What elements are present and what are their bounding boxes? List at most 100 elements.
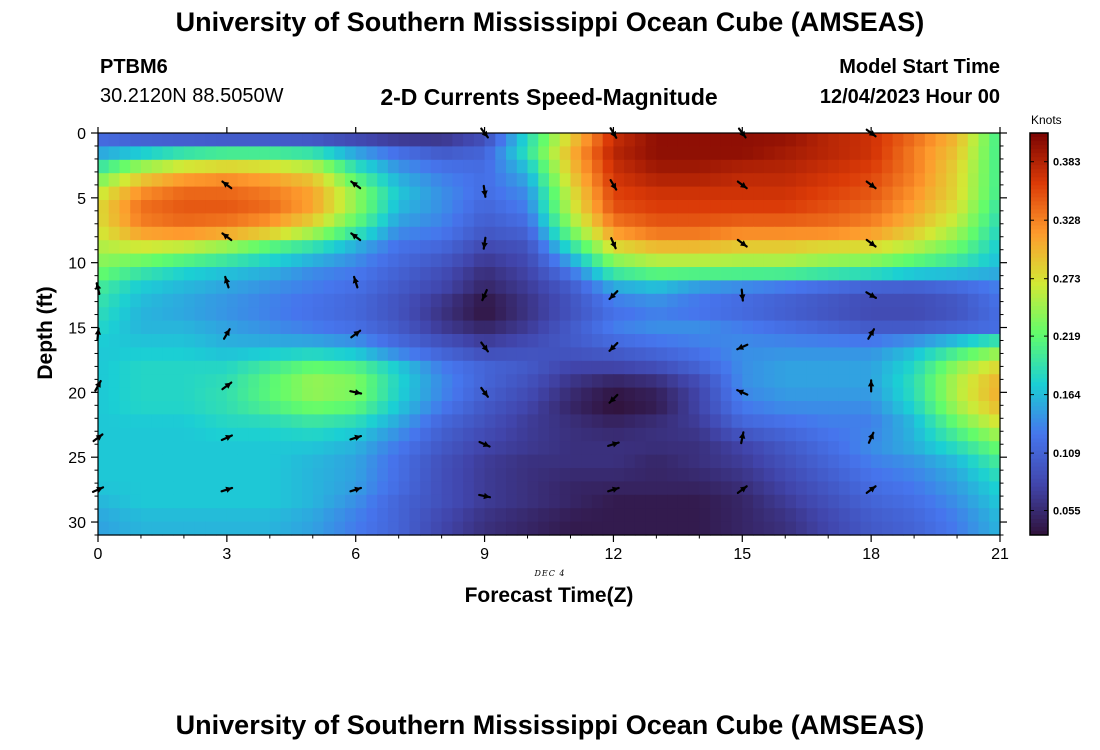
heatmap-cell xyxy=(849,159,862,174)
colorbar-tick-label: 0.273 xyxy=(1053,274,1081,286)
heatmap-cell xyxy=(205,200,217,214)
heatmap-cell xyxy=(763,468,776,482)
heatmap-cell xyxy=(699,240,711,255)
heatmap-cell xyxy=(516,146,529,161)
heatmap-cell xyxy=(978,468,990,482)
heatmap-cell xyxy=(613,226,625,241)
heatmap-cell xyxy=(173,280,185,295)
heatmap-cell xyxy=(838,334,851,348)
heatmap-cell xyxy=(312,401,325,415)
heatmap-cell xyxy=(806,253,819,268)
y-tick-label: 30 xyxy=(68,515,86,532)
heatmap-cell xyxy=(667,441,679,456)
heatmap-cell xyxy=(699,521,711,536)
heatmap-cell xyxy=(838,226,851,241)
colorbar-segment xyxy=(1030,141,1048,146)
heatmap-cell xyxy=(914,360,926,375)
heatmap-cell xyxy=(688,414,700,429)
heatmap-cell xyxy=(259,360,271,375)
heatmap-cell xyxy=(677,468,690,482)
heatmap-cell xyxy=(538,146,550,161)
colorbar-segment xyxy=(1030,422,1048,427)
heatmap-cell xyxy=(613,173,625,188)
heatmap-cell xyxy=(946,200,958,214)
heatmap-cell xyxy=(613,186,625,201)
heatmap-cell xyxy=(667,133,679,147)
heatmap-cell xyxy=(269,240,282,255)
heatmap-cell xyxy=(506,200,518,214)
heatmap-cell xyxy=(806,494,819,509)
heatmap-cell xyxy=(935,360,947,375)
heatmap-cell xyxy=(108,186,121,201)
heatmap-cell xyxy=(710,307,722,322)
heatmap-cell xyxy=(473,253,486,268)
heatmap-cell xyxy=(989,521,1001,536)
heatmap-cell xyxy=(634,508,647,523)
heatmap-cell xyxy=(731,133,743,147)
heatmap-cell xyxy=(849,253,862,268)
heatmap-cell xyxy=(838,173,851,188)
heatmap-cell xyxy=(162,347,174,362)
heatmap-cell xyxy=(173,401,185,415)
heatmap-cell xyxy=(978,401,990,415)
heatmap-cell xyxy=(881,508,894,523)
heatmap-cell xyxy=(366,253,378,268)
heatmap-cell xyxy=(226,173,239,188)
heatmap-cell xyxy=(420,414,432,429)
heatmap-cell xyxy=(291,213,303,228)
heatmap-cell xyxy=(291,226,303,241)
heatmap-cell xyxy=(183,414,196,429)
heatmap-cell xyxy=(173,454,185,469)
heatmap-cell xyxy=(613,387,625,402)
heatmap-cell xyxy=(677,320,690,335)
heatmap-cell xyxy=(699,441,711,456)
heatmap-cell xyxy=(162,521,174,536)
heatmap-cell xyxy=(828,494,840,509)
heatmap-cell xyxy=(248,240,260,255)
heatmap-cell xyxy=(957,226,969,241)
heatmap-cell xyxy=(248,494,260,509)
heatmap-cell xyxy=(151,146,164,161)
current-arrow xyxy=(865,238,877,248)
heatmap-cell xyxy=(280,173,292,188)
heatmap-cell xyxy=(720,521,733,536)
heatmap-cell xyxy=(795,186,808,201)
heatmap-cell xyxy=(398,253,411,268)
heatmap-cell xyxy=(774,374,786,389)
heatmap-cell xyxy=(269,307,282,322)
heatmap-cell xyxy=(420,441,432,456)
heatmap-cell xyxy=(677,307,690,322)
heatmap-cell xyxy=(366,293,378,308)
colorbar-segment xyxy=(1030,494,1048,500)
heatmap-cell xyxy=(742,226,754,241)
heatmap-cell xyxy=(645,253,657,268)
heatmap-cell xyxy=(581,374,593,389)
colorbar-segment xyxy=(1030,378,1048,383)
heatmap-cell xyxy=(677,401,690,415)
heatmap-cell xyxy=(935,253,947,268)
heatmap-cell xyxy=(581,186,593,201)
heatmap-cell xyxy=(473,226,486,241)
heatmap-cell xyxy=(935,226,947,241)
heatmap-cell xyxy=(645,427,657,442)
heatmap-cell xyxy=(549,253,561,268)
heatmap-cell xyxy=(130,494,142,509)
heatmap-cell xyxy=(366,414,378,429)
heatmap-cell xyxy=(323,374,335,389)
heatmap-cell xyxy=(130,401,142,415)
heatmap-cell xyxy=(957,307,969,322)
heatmap-cell xyxy=(581,293,593,308)
heatmap-cell xyxy=(259,226,271,241)
heatmap-cell xyxy=(484,454,496,469)
heatmap-cell xyxy=(656,401,668,415)
heatmap-cell xyxy=(989,374,1001,389)
heatmap-cell xyxy=(935,454,947,469)
heatmap-cell xyxy=(312,320,325,335)
current-arrow xyxy=(480,386,489,398)
heatmap-cell xyxy=(173,240,185,255)
heatmap-cell xyxy=(226,521,239,536)
heatmap-cell xyxy=(753,253,765,268)
heatmap-cell xyxy=(140,508,153,523)
heatmap-cell xyxy=(731,387,743,402)
heatmap-cell xyxy=(881,173,894,188)
